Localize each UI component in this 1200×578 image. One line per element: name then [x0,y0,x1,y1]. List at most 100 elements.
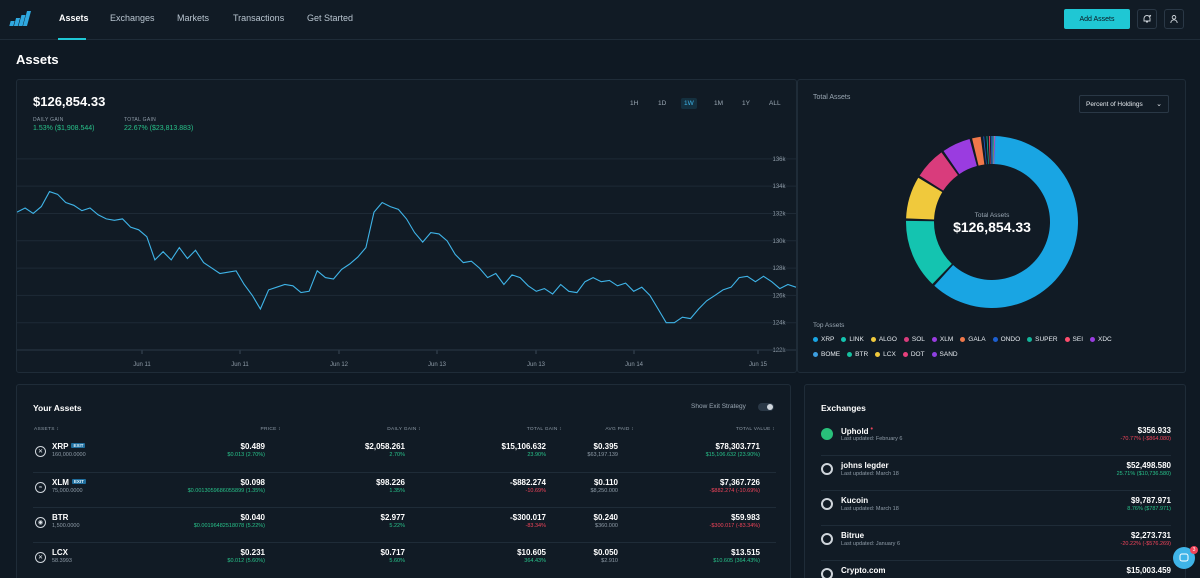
legend-item-lcx[interactable]: LCX [875,350,896,359]
portfolio-chart-panel: $126,854.33 DAILY GAIN 1.53% ($1,908.544… [16,79,797,373]
donut-slice-gala[interactable] [972,136,985,166]
chat-icon [1179,553,1189,562]
exchange-name-text: johns legder [841,461,889,470]
donut-slice-link[interactable] [906,220,952,285]
asset-row-xlm[interactable]: ≈ XLM EXIT 75,000.0000 $0.098 $0.001305968605… [33,472,776,507]
asset-row-lcx[interactable]: ✕ LCX 58.3993 $0.231 $0.012 (5.60%) $0.717 5.6… [33,542,776,577]
legend-item-sol[interactable]: SOL [903,335,925,344]
cell-daily: $2,058.261 [364,442,405,451]
cell-price: $0.231 [240,548,265,557]
exit-strategy-toggle[interactable] [758,403,774,411]
cell-price-sub: $0.00196482518078 (5.22%) [193,523,265,529]
tab-get-started[interactable]: Get Started [307,13,354,23]
legend-item-algo[interactable]: ALGO [870,335,897,344]
asset-symbol: LCX [52,548,68,557]
asset-name: XRP EXIT [52,442,86,451]
cell-total: $15,106.632 [501,442,547,451]
legend-item-xlm[interactable]: XLM [931,335,953,344]
donut-slice-ondo[interactable] [983,136,987,165]
total-gain-label: TOTAL GAIN [124,117,157,123]
donut-slice-sol[interactable] [919,152,958,191]
cell-avg-sub: $63,197.139 [587,452,618,458]
legend-item-xdc[interactable]: XDC [1090,335,1112,344]
exchange-row-bitrue[interactable]: Bitrue Last updated: January 6 $2,273.731-… [821,526,1171,561]
range-1w[interactable]: 1W [681,98,697,109]
legend-item-bome[interactable]: BOME [813,350,840,359]
exchange-last-updated: Last updated: February 6 [841,436,903,442]
legend-item-gala[interactable]: GALA [960,335,986,344]
notifications-button[interactable] [1137,9,1157,29]
tab-markets[interactable]: Markets [177,13,210,23]
legend-item-super[interactable]: SUPER [1027,335,1058,344]
legend-dot [931,352,937,357]
cell-value-sub: -$882.274 (-10.69%) [709,488,760,494]
asset-quantity: 1,500.0000 [52,523,80,529]
logo-icon[interactable] [9,10,32,26]
holdings-view-select[interactable]: Percent of Holdings ⌄ [1079,95,1169,113]
col-header-total-value[interactable]: TOTAL VALUE ↕ [735,427,775,432]
exit-badge[interactable]: EXIT [71,479,86,484]
exchange-value: $356.933 [1137,426,1171,435]
donut-slice-sei[interactable] [988,136,991,165]
legend-item-btr[interactable]: BTR [847,350,868,359]
your-assets-title: Your Assets [33,403,82,413]
cell-value: $13.515 [731,548,760,557]
allocation-donut-chart: Total Assets$126,854.33 [906,136,1078,308]
tab-transactions[interactable]: Transactions [233,13,285,23]
cell-value: $7,367.726 [719,478,760,487]
donut-slice-xrp[interactable] [934,136,1078,308]
tab-exchanges[interactable]: Exchanges [110,13,155,23]
cell-avg-sub: $8,250.000 [590,488,618,494]
legend-label: XRP [821,336,835,343]
exchange-name-text: Kucoin [841,496,869,505]
exchange-row-kucoin[interactable]: Kucoin Last updated: March 18 $9,787.971 8.… [821,491,1171,526]
range-1d[interactable]: 1D [658,100,667,107]
legend-label: LINK [849,336,864,343]
exit-badge[interactable]: EXIT [71,443,86,448]
legend-item-sei[interactable]: SEI [1064,335,1083,344]
tab-assets[interactable]: Assets [59,13,89,23]
exchange-row-uphold[interactable]: Uphold • Last updated: February 6 $356.933… [821,421,1171,456]
legend-label: SUPER [1035,336,1058,343]
exit-strategy-label: Show Exit Strategy [691,403,746,410]
donut-center-label: Total Assets [975,212,1010,219]
cell-daily-sub: 5.60% [389,558,405,564]
exchange-name: Crypto.com [841,566,885,575]
range-1m[interactable]: 1M [714,100,724,107]
col-header-assets[interactable]: ASSETS ↕ [34,427,60,432]
range-all[interactable]: ALL [769,100,781,107]
donut-slice-xdc[interactable] [990,136,992,165]
cell-avg: $0.110 [593,478,618,487]
legend-item-ondo[interactable]: ONDO [992,335,1020,344]
col-header-total-gain[interactable]: TOTAL GAIN ↕ [526,427,562,432]
cell-daily-sub: 5.22% [389,523,405,529]
legend-item-sand[interactable]: SAND [931,350,958,359]
legend-item-dot[interactable]: DOT [902,350,925,359]
col-header-daily-gain[interactable]: DAILY GAIN ↕ [387,427,421,432]
donut-slice-sand[interactable] [993,136,996,165]
range-1h[interactable]: 1H [630,100,639,107]
donut-slice-xlm[interactable] [943,138,977,175]
legend-item-xrp[interactable]: XRP [813,335,834,344]
asset-row-xrp[interactable]: ✕ XRP EXIT 160,000.0000 $0.489 $0.013 (2.70%)… [33,437,776,472]
top-assets-legend: XRP LINK ALGO SOL XLM GALA ONDO SUPER SEI XDC BOME… [813,335,1173,359]
exchange-row-johns-legder[interactable]: johns legder Last updated: March 18 $52,49… [821,456,1171,491]
add-assets-button[interactable]: Add Assets [1064,9,1130,29]
donut-slice-bome[interactable] [992,136,994,165]
y-tick-label: 124k [772,321,786,327]
exchange-row-crypto-com[interactable]: Crypto.com $15,003.459 [821,561,1171,578]
profile-button[interactable] [1164,9,1184,29]
chat-support-button[interactable] [1173,547,1195,569]
col-header-price[interactable]: PRICE ↕ [260,427,281,432]
chat-notification-badge: 3 [1190,546,1198,554]
donut-slice-algo[interactable] [906,177,943,220]
legend-dot [1064,337,1070,342]
col-header-avg-paid[interactable]: AVG PAID ↕ [605,427,634,432]
daily-gain-value: 1.53% ($1,908.544) [33,125,95,132]
asset-row-btr[interactable]: ◉ BTR 1,500.0000 $0.040 $0.00196482518078 (5… [33,507,776,542]
legend-item-link[interactable]: LINK [841,335,864,344]
uphold-icon [821,428,833,440]
btr-icon: ◉ [35,517,46,528]
range-1y[interactable]: 1Y [742,100,750,107]
donut-slice-super[interactable] [986,136,989,165]
